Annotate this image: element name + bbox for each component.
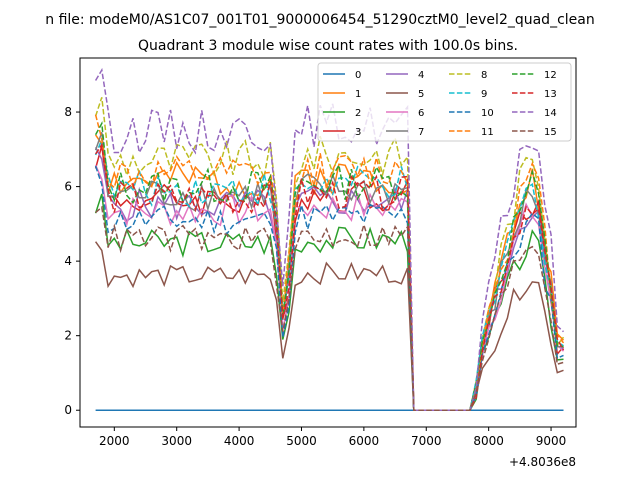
- legend-label: 12: [544, 70, 557, 81]
- legend-label: 5: [418, 89, 424, 100]
- series-line-8: [94, 97, 565, 411]
- y-tick-label: 2: [64, 329, 72, 343]
- x-offset-label: +4.8036e8: [509, 455, 576, 469]
- legend-label: 7: [418, 127, 424, 138]
- y-tick-label: 4: [64, 254, 72, 268]
- legend-label: 2: [355, 108, 361, 119]
- figure-suptitle: n file: modeM0/AS1C07_001T01_9000006454_…: [45, 12, 594, 28]
- y-tick-label: 6: [64, 180, 72, 194]
- x-tick-label: 8000: [473, 434, 504, 448]
- plot-lines: [94, 67, 565, 411]
- x-tick-label: 4000: [224, 434, 255, 448]
- y-axis: 0 2 4 6 8: [64, 105, 80, 417]
- legend-label: 13: [544, 89, 557, 100]
- x-tick-label: 5000: [286, 434, 317, 448]
- legend-label: 3: [355, 127, 361, 138]
- x-tick-label: 9000: [536, 434, 567, 448]
- chart-title: Quadrant 3 module wise count rates with …: [138, 38, 518, 54]
- legend-label: 0: [355, 70, 361, 81]
- series-line-1: [94, 134, 565, 411]
- legend-label: 14: [544, 108, 557, 119]
- x-tick-label: 3000: [161, 434, 192, 448]
- x-tick-label: 7000: [411, 434, 442, 448]
- legend-box: [317, 62, 572, 142]
- legend-label: 10: [481, 108, 494, 119]
- series-line-11: [94, 114, 565, 411]
- legend-label: 6: [418, 108, 424, 119]
- legend-label: 1: [355, 89, 361, 100]
- series-line-12: [94, 121, 564, 411]
- axes-frame: [79, 57, 577, 428]
- y-tick-label: 8: [64, 105, 72, 119]
- series-line-13: [94, 142, 565, 411]
- legend-label: 4: [418, 70, 424, 81]
- series-line-5: [94, 241, 564, 411]
- legend-label: 11: [481, 127, 494, 138]
- series-line-15: [95, 205, 564, 411]
- legend-label: 15: [544, 127, 557, 138]
- x-tick-label: 2000: [99, 434, 130, 448]
- series-line-6: [94, 164, 565, 411]
- series-line-9: [94, 136, 564, 411]
- legend-label: 9: [481, 89, 487, 100]
- x-axis: 2000 3000 4000 5000 6000 7000 8000 9000: [99, 427, 566, 448]
- legend-label: 8: [481, 70, 487, 81]
- x-tick-label: 6000: [349, 434, 380, 448]
- y-tick-label: 0: [64, 403, 72, 417]
